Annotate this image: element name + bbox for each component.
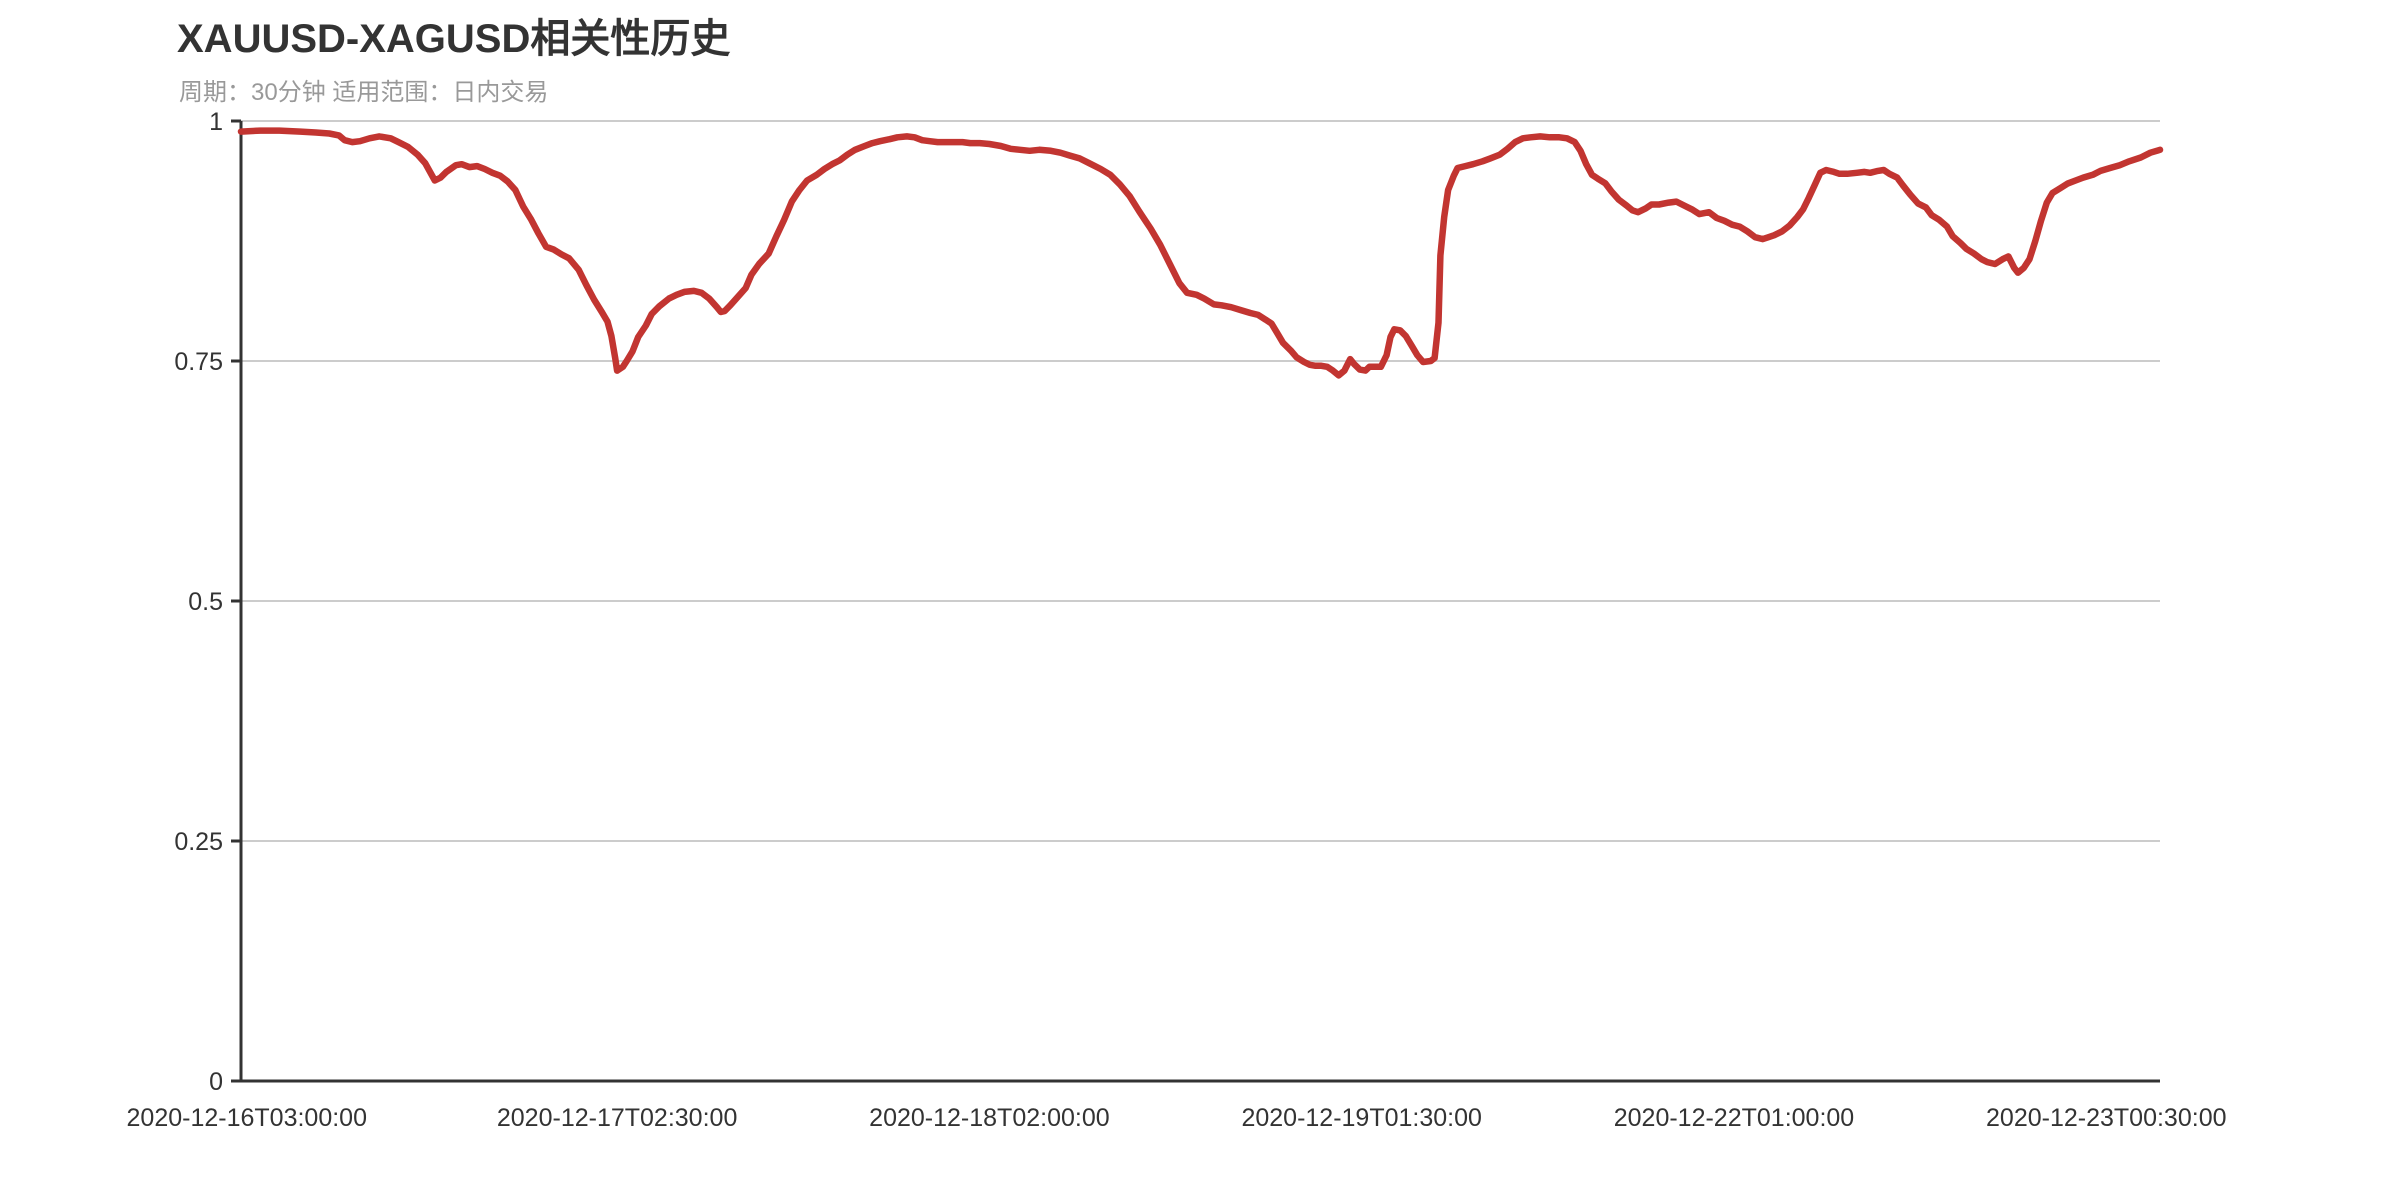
y-axis-label: 1 <box>209 108 223 136</box>
y-axis-tick-marks <box>231 119 241 1083</box>
y-axis-labels: 0 0.25 0.5 0.75 1 <box>174 108 223 1096</box>
y-gridlines <box>241 120 2160 842</box>
x-axis-label: 2020-12-19T01:30:00 <box>1241 1104 1481 1132</box>
x-axis-label: 2020-12-23T00:30:00 <box>1986 1104 2226 1132</box>
x-axis-label: 2020-12-18T02:00:00 <box>869 1104 1109 1132</box>
y-axis-label: 0 <box>209 1068 223 1096</box>
x-axis-label: 2020-12-16T03:00:00 <box>127 1104 367 1132</box>
y-axis-label: 0.25 <box>174 828 223 856</box>
y-axis-label: 0.5 <box>188 588 223 616</box>
x-axis-label: 2020-12-22T01:00:00 <box>1614 1104 1854 1132</box>
x-axis-label: 2020-12-17T02:30:00 <box>497 1104 737 1132</box>
correlation-line <box>237 127 2164 379</box>
chart-subtitle: 周期：30分钟 适用范围：日内交易 <box>179 79 549 106</box>
series-line <box>237 127 2164 379</box>
y-axis-label: 0.75 <box>174 348 223 376</box>
x-axis-labels: 2020-12-16T03:00:00 2020-12-17T02:30:00 20… <box>127 1104 2227 1132</box>
chart-title: XAUUSD-XAGUSD相关性历史 <box>177 17 731 61</box>
